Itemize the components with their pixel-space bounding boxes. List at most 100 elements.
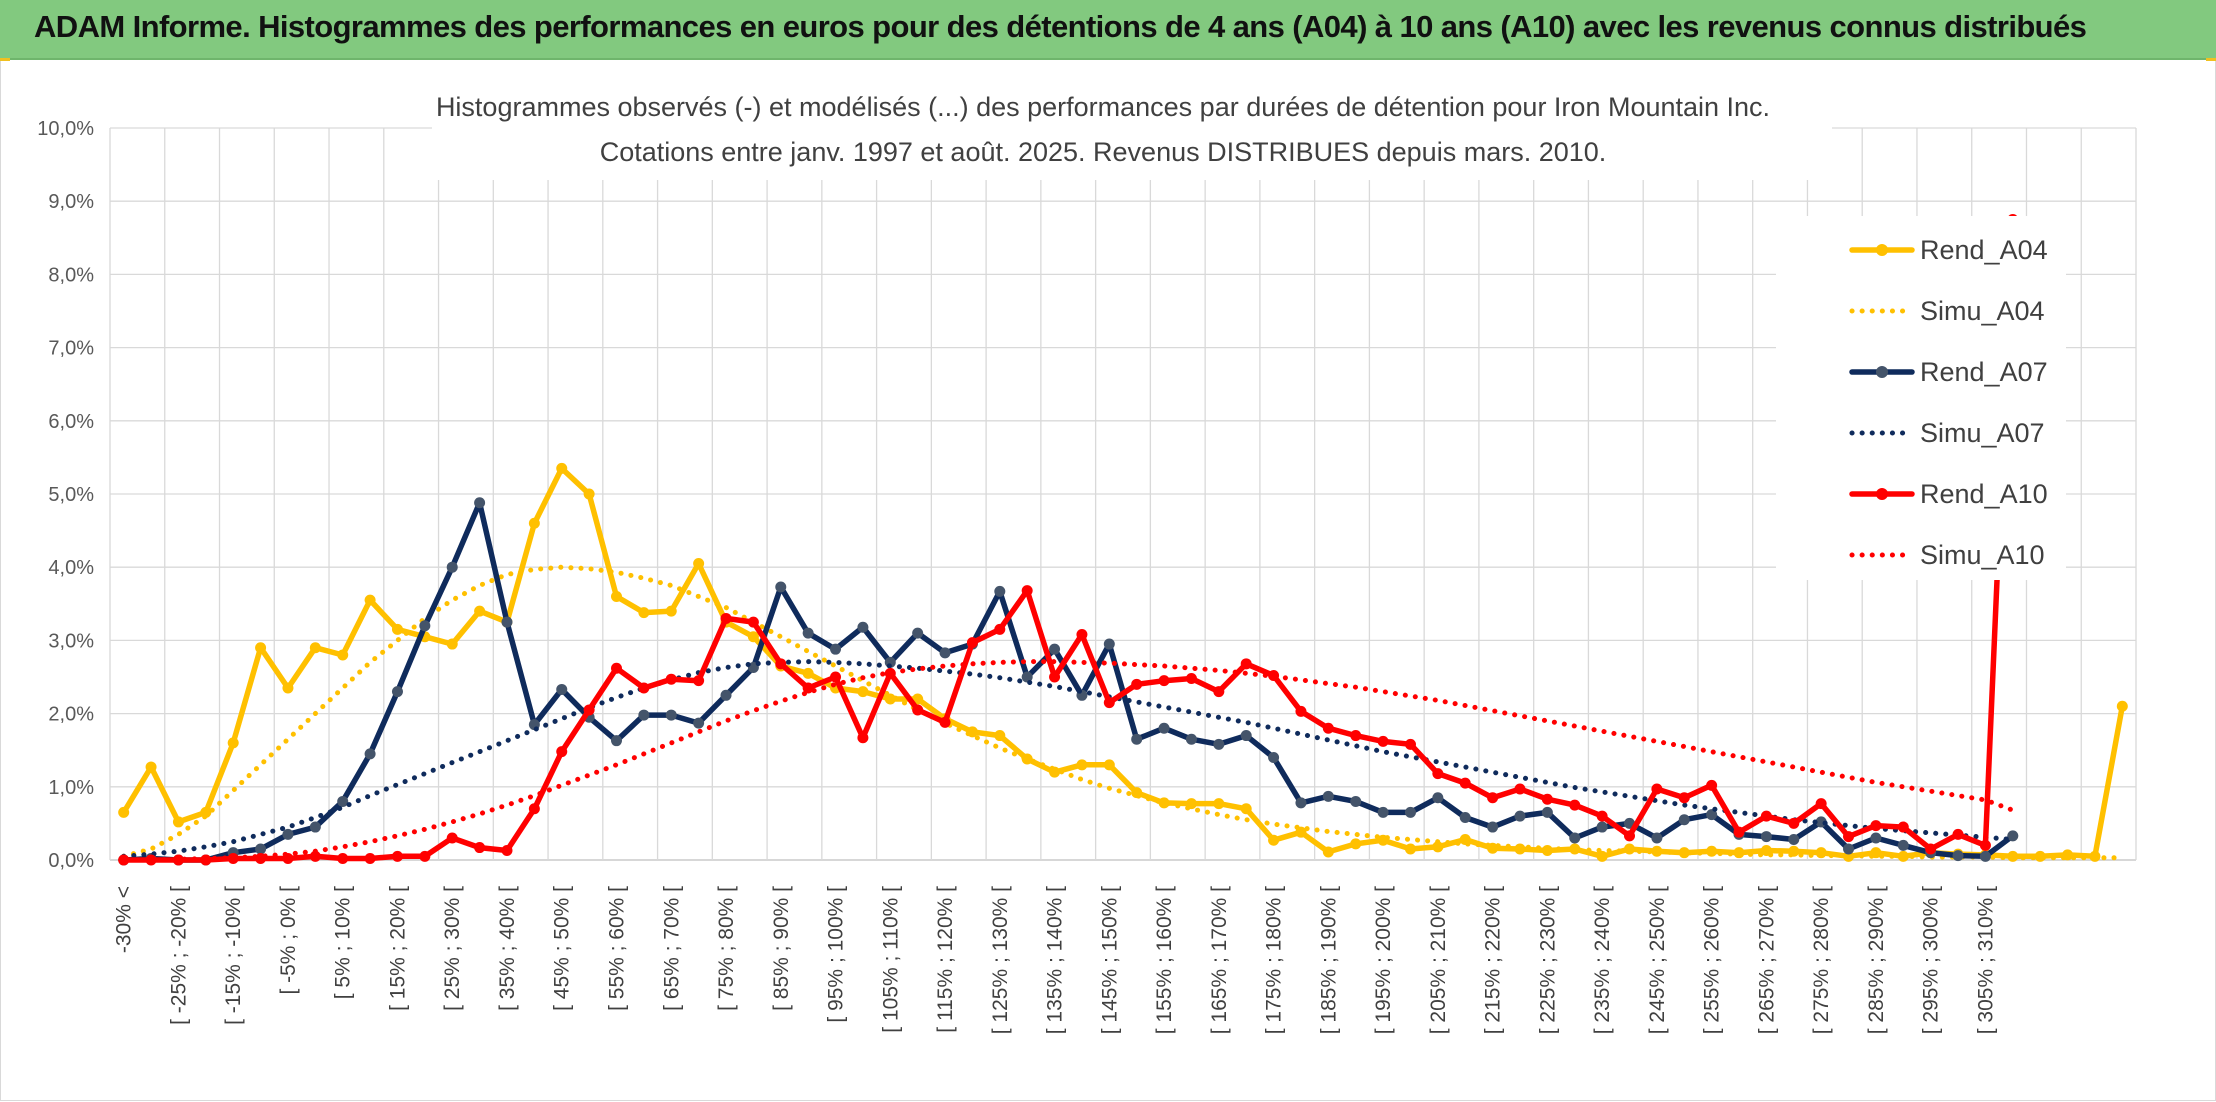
data-point (830, 671, 842, 683)
x-tick-label: [ 135% ; 140% [ (1044, 886, 1067, 1034)
data-point (309, 821, 321, 833)
data-point (1843, 843, 1855, 855)
x-tick-label: [ 305% ; 310% [ (1974, 886, 1997, 1034)
data-point (391, 850, 403, 862)
legend-label: Rend_A07 (1920, 357, 2048, 387)
data-point (1569, 799, 1581, 811)
corner-mark-right (2206, 58, 2216, 61)
y-tick-label: 2,0% (48, 704, 94, 726)
corner-mark-left (0, 58, 10, 61)
data-point (1322, 846, 1334, 858)
y-tick-label: 5,0% (48, 484, 94, 506)
data-point (528, 803, 540, 815)
data-point (556, 683, 568, 695)
series-simu-a07 (121, 659, 2016, 859)
data-point (1295, 797, 1307, 809)
data-point (1897, 839, 1909, 851)
data-point (1925, 843, 1937, 855)
data-point (1185, 733, 1197, 745)
y-tick-label: 9,0% (48, 191, 94, 213)
series-simu-a04 (121, 564, 2125, 861)
data-point (282, 682, 294, 694)
data-point (1788, 834, 1800, 846)
data-point (912, 704, 924, 716)
y-tick-label: 8,0% (48, 264, 94, 286)
data-point (446, 561, 458, 573)
data-point (1432, 768, 1444, 780)
legend-marker (1876, 244, 1888, 256)
data-point (1487, 792, 1499, 804)
data-point (337, 853, 349, 865)
data-point (1870, 832, 1882, 844)
data-point (1596, 850, 1608, 862)
x-tick-label: [ 125% ; 130% [ (989, 886, 1012, 1034)
data-point (474, 497, 486, 509)
data-point (775, 658, 787, 670)
data-point (665, 605, 677, 617)
data-point (255, 843, 267, 855)
data-point (1514, 810, 1526, 822)
data-point (1213, 798, 1225, 810)
x-tick-label: [ 155% ; 160% [ (1153, 886, 1176, 1034)
x-tick-label: [ 145% ; 150% [ (1098, 886, 1121, 1034)
data-point (446, 832, 458, 844)
data-point (720, 689, 732, 701)
legend-marker (1876, 366, 1888, 378)
data-point (884, 693, 896, 705)
legend-label: Simu_A07 (1920, 418, 2045, 448)
data-point (1158, 675, 1170, 687)
series-rend-a07 (118, 497, 2019, 866)
data-point (1596, 821, 1608, 833)
data-point (1322, 722, 1334, 734)
data-point (611, 735, 622, 747)
data-point (939, 647, 951, 659)
data-point (1651, 783, 1663, 795)
data-point (1870, 820, 1882, 832)
data-point (1131, 678, 1143, 690)
data-point (857, 732, 869, 744)
data-point (118, 806, 130, 818)
data-point (309, 642, 321, 654)
data-point (145, 761, 157, 773)
data-point (1459, 812, 1471, 824)
y-tick-label: 0,0% (48, 850, 94, 872)
data-point (747, 616, 759, 628)
data-point (802, 627, 814, 639)
data-point (1103, 759, 1115, 771)
x-tick-label: [ 85% ; 90% [ (770, 886, 793, 1011)
data-point (282, 828, 294, 840)
data-point (1760, 810, 1772, 822)
data-point (1240, 803, 1252, 815)
series-line (121, 659, 2016, 859)
series-lines (118, 214, 2128, 866)
data-point (693, 675, 705, 687)
x-tick-label: [ 15% ; 20% [ (386, 886, 409, 1011)
data-point (1404, 806, 1416, 818)
x-axis-ticks: -30% < [ -25% ; -20% [[ -15% ; -10% [[ -5… (113, 886, 1998, 1034)
x-tick-label: [ 105% ; 110% [ (879, 886, 902, 1033)
data-point (583, 488, 595, 500)
data-point (227, 737, 239, 749)
data-point (966, 637, 978, 649)
data-point (556, 462, 568, 474)
data-point (172, 816, 184, 828)
x-tick-label: [ 175% ; 180% [ (1263, 886, 1286, 1034)
data-point (1788, 817, 1800, 829)
data-point (1897, 821, 1909, 833)
data-point (255, 642, 267, 654)
data-point (1350, 838, 1362, 850)
data-point (1569, 832, 1581, 844)
data-point (1021, 585, 1033, 597)
x-tick-label: [ 65% ; 70% [ (660, 886, 683, 1011)
x-tick-label: [ 285% ; 290% [ (1865, 886, 1888, 1034)
data-point (857, 621, 869, 633)
data-point (1706, 809, 1718, 821)
legend-background (1776, 216, 2066, 580)
data-point (720, 612, 732, 624)
data-point (857, 686, 869, 698)
data-point (638, 607, 650, 619)
data-point (939, 716, 951, 728)
data-point (1076, 759, 1088, 771)
data-point (1952, 850, 1964, 862)
data-point (1103, 638, 1115, 650)
